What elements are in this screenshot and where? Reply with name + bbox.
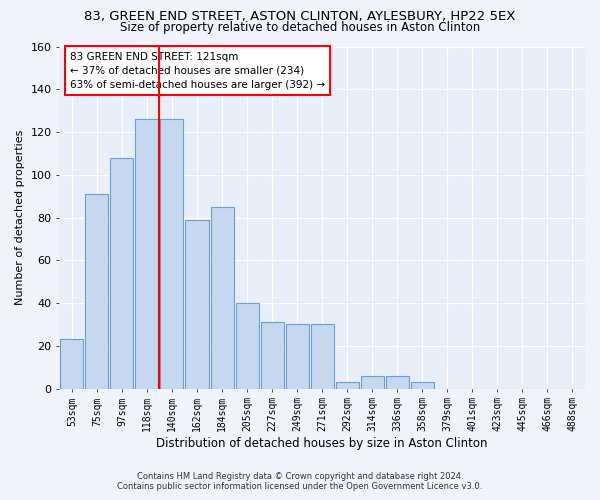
Bar xyxy=(85,194,109,388)
Bar xyxy=(286,324,308,388)
X-axis label: Distribution of detached houses by size in Aston Clinton: Distribution of detached houses by size … xyxy=(157,437,488,450)
Text: Contains public sector information licensed under the Open Government Licence v3: Contains public sector information licen… xyxy=(118,482,482,491)
Bar xyxy=(185,220,209,388)
Bar xyxy=(236,303,259,388)
Bar xyxy=(386,376,409,388)
Text: Contains HM Land Registry data © Crown copyright and database right 2024.: Contains HM Land Registry data © Crown c… xyxy=(137,472,463,481)
Text: 83, GREEN END STREET, ASTON CLINTON, AYLESBURY, HP22 5EX: 83, GREEN END STREET, ASTON CLINTON, AYL… xyxy=(85,10,515,23)
Bar xyxy=(61,340,83,388)
Bar xyxy=(160,119,184,388)
Bar xyxy=(211,207,233,388)
Bar xyxy=(260,322,284,388)
Y-axis label: Number of detached properties: Number of detached properties xyxy=(15,130,25,305)
Bar xyxy=(136,119,158,388)
Bar xyxy=(311,324,334,388)
Bar xyxy=(110,158,133,388)
Text: 83 GREEN END STREET: 121sqm
← 37% of detached houses are smaller (234)
63% of se: 83 GREEN END STREET: 121sqm ← 37% of det… xyxy=(70,52,325,90)
Bar xyxy=(411,382,434,388)
Bar xyxy=(361,376,384,388)
Bar xyxy=(335,382,359,388)
Text: Size of property relative to detached houses in Aston Clinton: Size of property relative to detached ho… xyxy=(120,21,480,34)
